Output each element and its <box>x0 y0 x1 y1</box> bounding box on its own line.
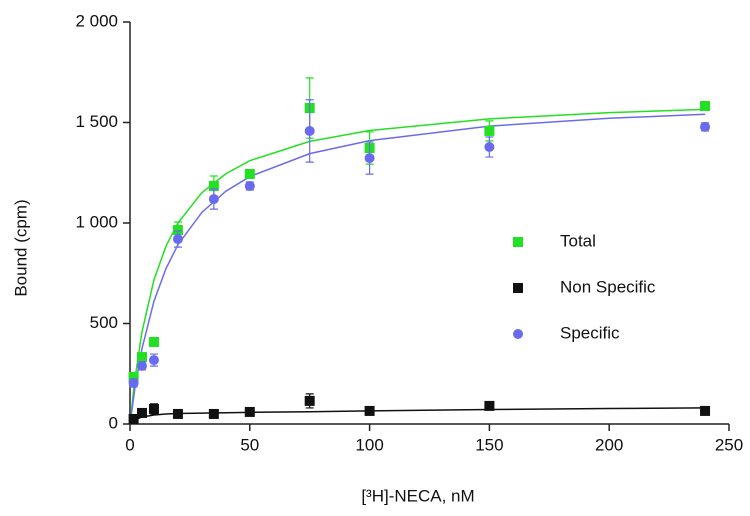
legend-marker <box>513 283 523 293</box>
x-tick-label: 0 <box>125 435 134 454</box>
x-tick-label: 250 <box>715 435 743 454</box>
data-point <box>148 355 159 366</box>
fit-curve <box>129 108 706 425</box>
data-point <box>700 405 711 416</box>
legend-label: Total <box>560 231 596 250</box>
x-tick-label: 150 <box>475 435 503 454</box>
y-tick-label: 1 500 <box>75 112 118 131</box>
data-point <box>484 125 495 136</box>
data-point <box>244 168 255 179</box>
data-point <box>364 153 375 164</box>
legend-marker <box>513 329 523 339</box>
data-point <box>172 408 183 419</box>
y-tick-label: 2 000 <box>75 11 118 30</box>
data-point <box>484 400 495 411</box>
data-point <box>136 407 147 418</box>
x-tick-label: 200 <box>595 435 623 454</box>
data-point <box>128 371 139 382</box>
y-tick-label: 1 000 <box>75 212 118 231</box>
data-point <box>128 377 139 388</box>
x-tick-label: 50 <box>240 435 259 454</box>
fit-curve <box>129 113 706 425</box>
data-point <box>148 403 159 414</box>
x-tick-label: 100 <box>355 435 383 454</box>
data-point <box>208 408 219 419</box>
data-point <box>208 194 219 205</box>
data-point <box>208 181 219 192</box>
data-point <box>244 406 255 417</box>
data-point <box>304 395 315 406</box>
data-point <box>700 101 711 112</box>
data-point <box>148 336 159 347</box>
y-tick-label: 500 <box>90 313 118 332</box>
data-point <box>172 234 183 245</box>
data-point <box>128 413 139 424</box>
legend-marker <box>513 237 523 247</box>
data-point <box>172 225 183 236</box>
data-point <box>484 142 495 153</box>
x-axis-label: [³H]-NECA, nM <box>361 486 474 505</box>
data-point <box>364 405 375 416</box>
y-tick-label: 0 <box>109 413 118 432</box>
data-point <box>304 125 315 136</box>
data-point <box>700 121 711 132</box>
legend-label: Specific <box>560 323 620 342</box>
data-point <box>136 360 147 371</box>
data-point <box>244 181 255 192</box>
y-axis-label: Bound (cpm) <box>11 199 30 296</box>
legend-label: Non Specific <box>560 277 656 296</box>
data-point <box>136 352 147 363</box>
